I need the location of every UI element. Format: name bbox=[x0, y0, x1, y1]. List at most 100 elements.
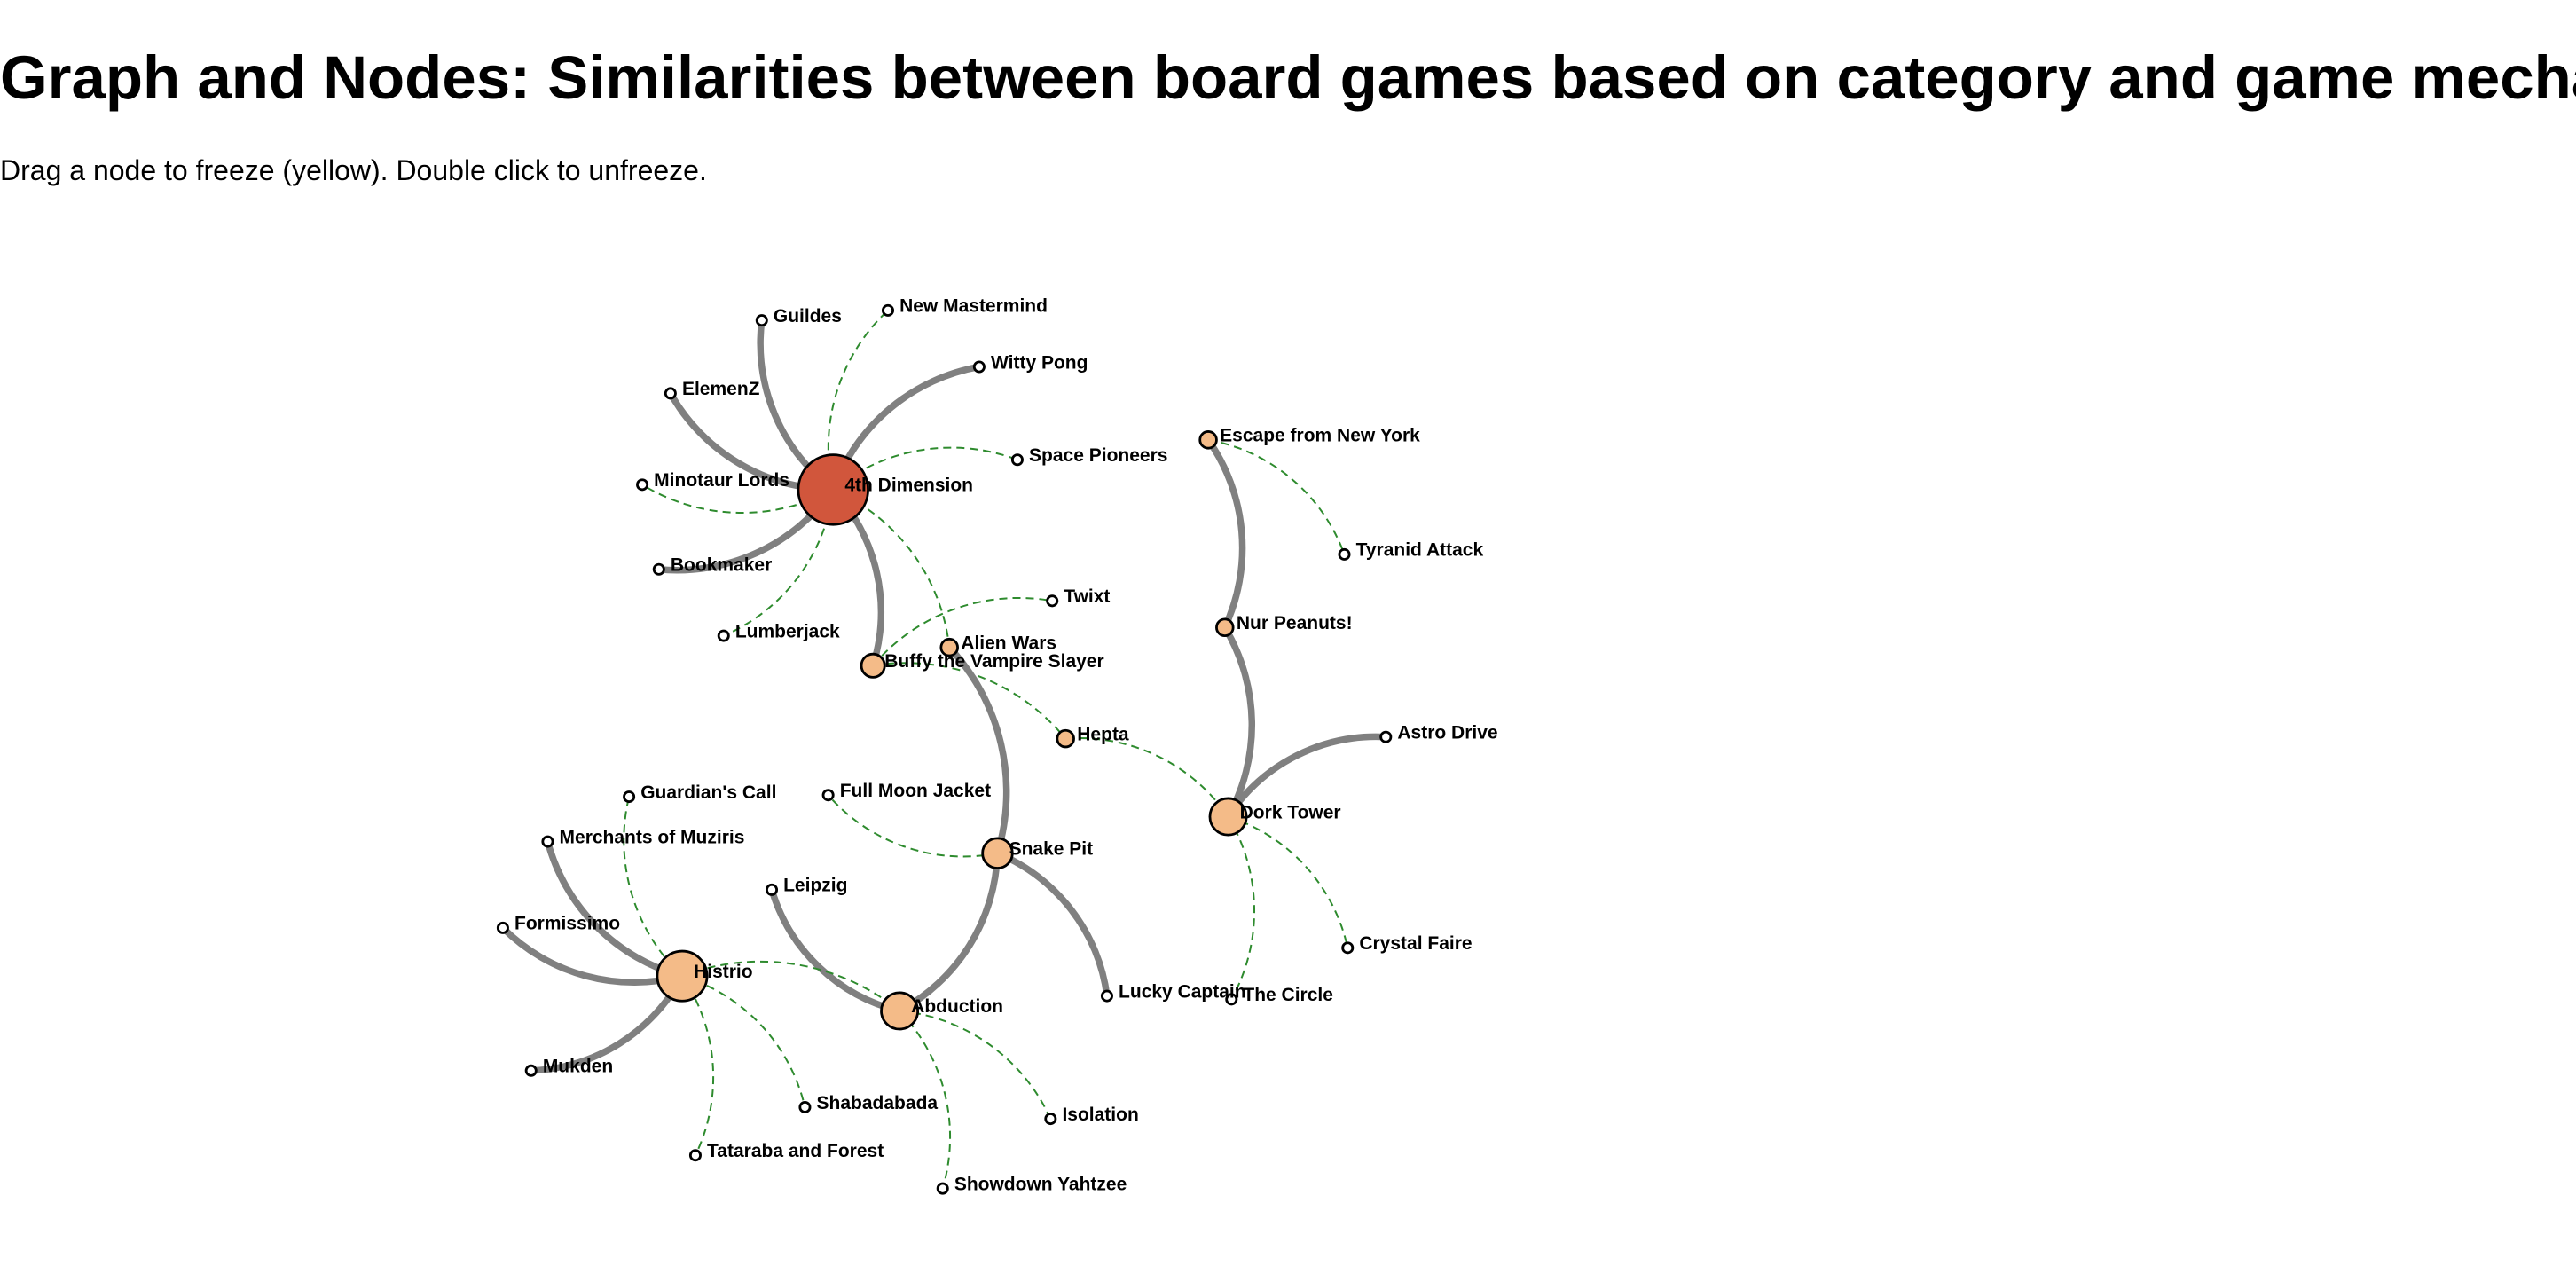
game-node[interactable] bbox=[981, 837, 1014, 869]
game-label: Bookmaker bbox=[671, 555, 772, 576]
page-subtitle: Drag a node to freeze (yellow). Double c… bbox=[0, 154, 707, 186]
game-node[interactable] bbox=[636, 478, 649, 492]
game-node[interactable] bbox=[1010, 453, 1024, 467]
game-label: New Mastermind bbox=[899, 296, 1048, 317]
game-node[interactable] bbox=[798, 1100, 812, 1113]
game-label: Guardian's Call bbox=[640, 782, 776, 803]
game-label: Space Pioneers bbox=[1029, 445, 1167, 466]
game-node[interactable] bbox=[524, 1064, 538, 1077]
game-node[interactable] bbox=[664, 387, 677, 400]
game-label: Snake Pit bbox=[1009, 838, 1094, 859]
category-link bbox=[996, 850, 1111, 997]
game-node[interactable] bbox=[1100, 989, 1113, 1003]
game-node[interactable] bbox=[766, 883, 779, 896]
category-link bbox=[544, 840, 683, 979]
category-link bbox=[1221, 625, 1256, 819]
category-link bbox=[1225, 733, 1386, 819]
mechanic-link bbox=[899, 1010, 952, 1189]
game-label: Lumberjack bbox=[735, 621, 840, 641]
game-label: Hepta bbox=[1077, 724, 1129, 744]
game-node[interactable] bbox=[623, 790, 636, 804]
game-label: Twixt bbox=[1064, 586, 1110, 607]
game-node[interactable] bbox=[1208, 797, 1248, 837]
mechanic-link bbox=[1228, 815, 1349, 948]
game-node[interactable] bbox=[1338, 547, 1351, 561]
mechanic-link bbox=[899, 1010, 1052, 1120]
game-node[interactable] bbox=[860, 652, 886, 679]
game-node[interactable] bbox=[1044, 1113, 1057, 1126]
game-node[interactable] bbox=[1056, 728, 1075, 749]
game-label: Shabadabada bbox=[817, 1093, 939, 1113]
game-label: Mukden bbox=[543, 1057, 613, 1077]
mechanic-link bbox=[641, 484, 834, 515]
game-label: Dork Tower bbox=[1240, 802, 1341, 822]
category-link bbox=[898, 853, 1001, 1014]
game-label: Lucky Captain bbox=[1119, 981, 1246, 1002]
game-node[interactable] bbox=[797, 453, 869, 526]
mechanic-link bbox=[872, 596, 1053, 666]
game-label: Escape from New York bbox=[1220, 426, 1420, 446]
game-node[interactable] bbox=[1198, 430, 1218, 450]
game-label: Histrio bbox=[694, 962, 753, 982]
game-node[interactable] bbox=[496, 921, 509, 934]
category-link bbox=[1206, 437, 1246, 629]
mechanic-link bbox=[681, 975, 715, 1156]
game-node[interactable] bbox=[881, 303, 894, 317]
game-label: Witty Pong bbox=[991, 352, 1088, 373]
game-node[interactable] bbox=[656, 949, 709, 1003]
game-label: Buffy the Vampire Slayer bbox=[884, 651, 1103, 672]
game-label: 4th Dimension bbox=[844, 476, 973, 496]
game-label: Formissimo bbox=[514, 914, 620, 934]
game-label: Alien Wars bbox=[961, 633, 1056, 653]
game-node[interactable] bbox=[880, 991, 920, 1031]
mechanic-link bbox=[872, 662, 1066, 740]
game-node[interactable] bbox=[939, 637, 959, 657]
game-label: Crystal Faire bbox=[1359, 933, 1472, 954]
mechanic-link bbox=[1207, 438, 1346, 555]
game-label: Leipzig bbox=[783, 876, 847, 896]
game-label: Merchants of Muziris bbox=[560, 827, 745, 847]
game-node[interactable] bbox=[688, 1149, 702, 1162]
category-link bbox=[768, 888, 900, 1015]
game-node[interactable] bbox=[1341, 941, 1355, 955]
game-label: Tyranid Attack bbox=[1356, 540, 1484, 561]
game-label: Isolation bbox=[1062, 1105, 1138, 1125]
mechanic-link bbox=[623, 796, 683, 977]
game-label: Full Moon Jacket bbox=[840, 781, 991, 801]
game-node[interactable] bbox=[972, 360, 986, 374]
mechanic-link bbox=[827, 310, 889, 491]
mechanic-link bbox=[681, 975, 806, 1108]
game-node[interactable] bbox=[1379, 730, 1393, 743]
mechanic-link bbox=[1227, 816, 1256, 1000]
game-node[interactable] bbox=[652, 562, 665, 576]
game-node[interactable] bbox=[1215, 617, 1235, 637]
game-node[interactable] bbox=[541, 835, 554, 848]
game-node[interactable] bbox=[1046, 594, 1059, 608]
game-label: Tataraba and Forest bbox=[707, 1141, 884, 1161]
page-title: Graph and Nodes: Similarities between bo… bbox=[0, 43, 2576, 112]
mechanic-link bbox=[832, 446, 1018, 491]
nodes: 4th Dimension Guildes New Mastermind Witty … bbox=[496, 296, 1498, 1195]
game-node[interactable] bbox=[717, 629, 730, 642]
mechanic-link bbox=[723, 489, 835, 637]
game-label: Astro Drive bbox=[1397, 723, 1497, 743]
game-node[interactable] bbox=[755, 314, 768, 327]
game-node[interactable] bbox=[936, 1182, 949, 1195]
game-label: Nur Peanuts! bbox=[1237, 613, 1353, 633]
mechanic-link bbox=[1065, 737, 1229, 818]
game-label: ElemenZ bbox=[682, 379, 760, 399]
mechanic-link bbox=[827, 794, 998, 858]
game-label: The Circle bbox=[1243, 985, 1333, 1005]
category-link bbox=[500, 925, 683, 986]
game-label: Showdown Yahtzee bbox=[954, 1174, 1127, 1194]
game-label: Minotaur Lords bbox=[654, 470, 789, 491]
game-label: Guildes bbox=[774, 306, 842, 326]
category-link bbox=[946, 645, 1010, 854]
game-node[interactable] bbox=[1225, 993, 1238, 1006]
links bbox=[500, 310, 1386, 1189]
game-label: Abduction bbox=[911, 996, 1003, 1017]
mechanic-link bbox=[681, 960, 900, 1012]
game-node[interactable] bbox=[821, 789, 835, 802]
